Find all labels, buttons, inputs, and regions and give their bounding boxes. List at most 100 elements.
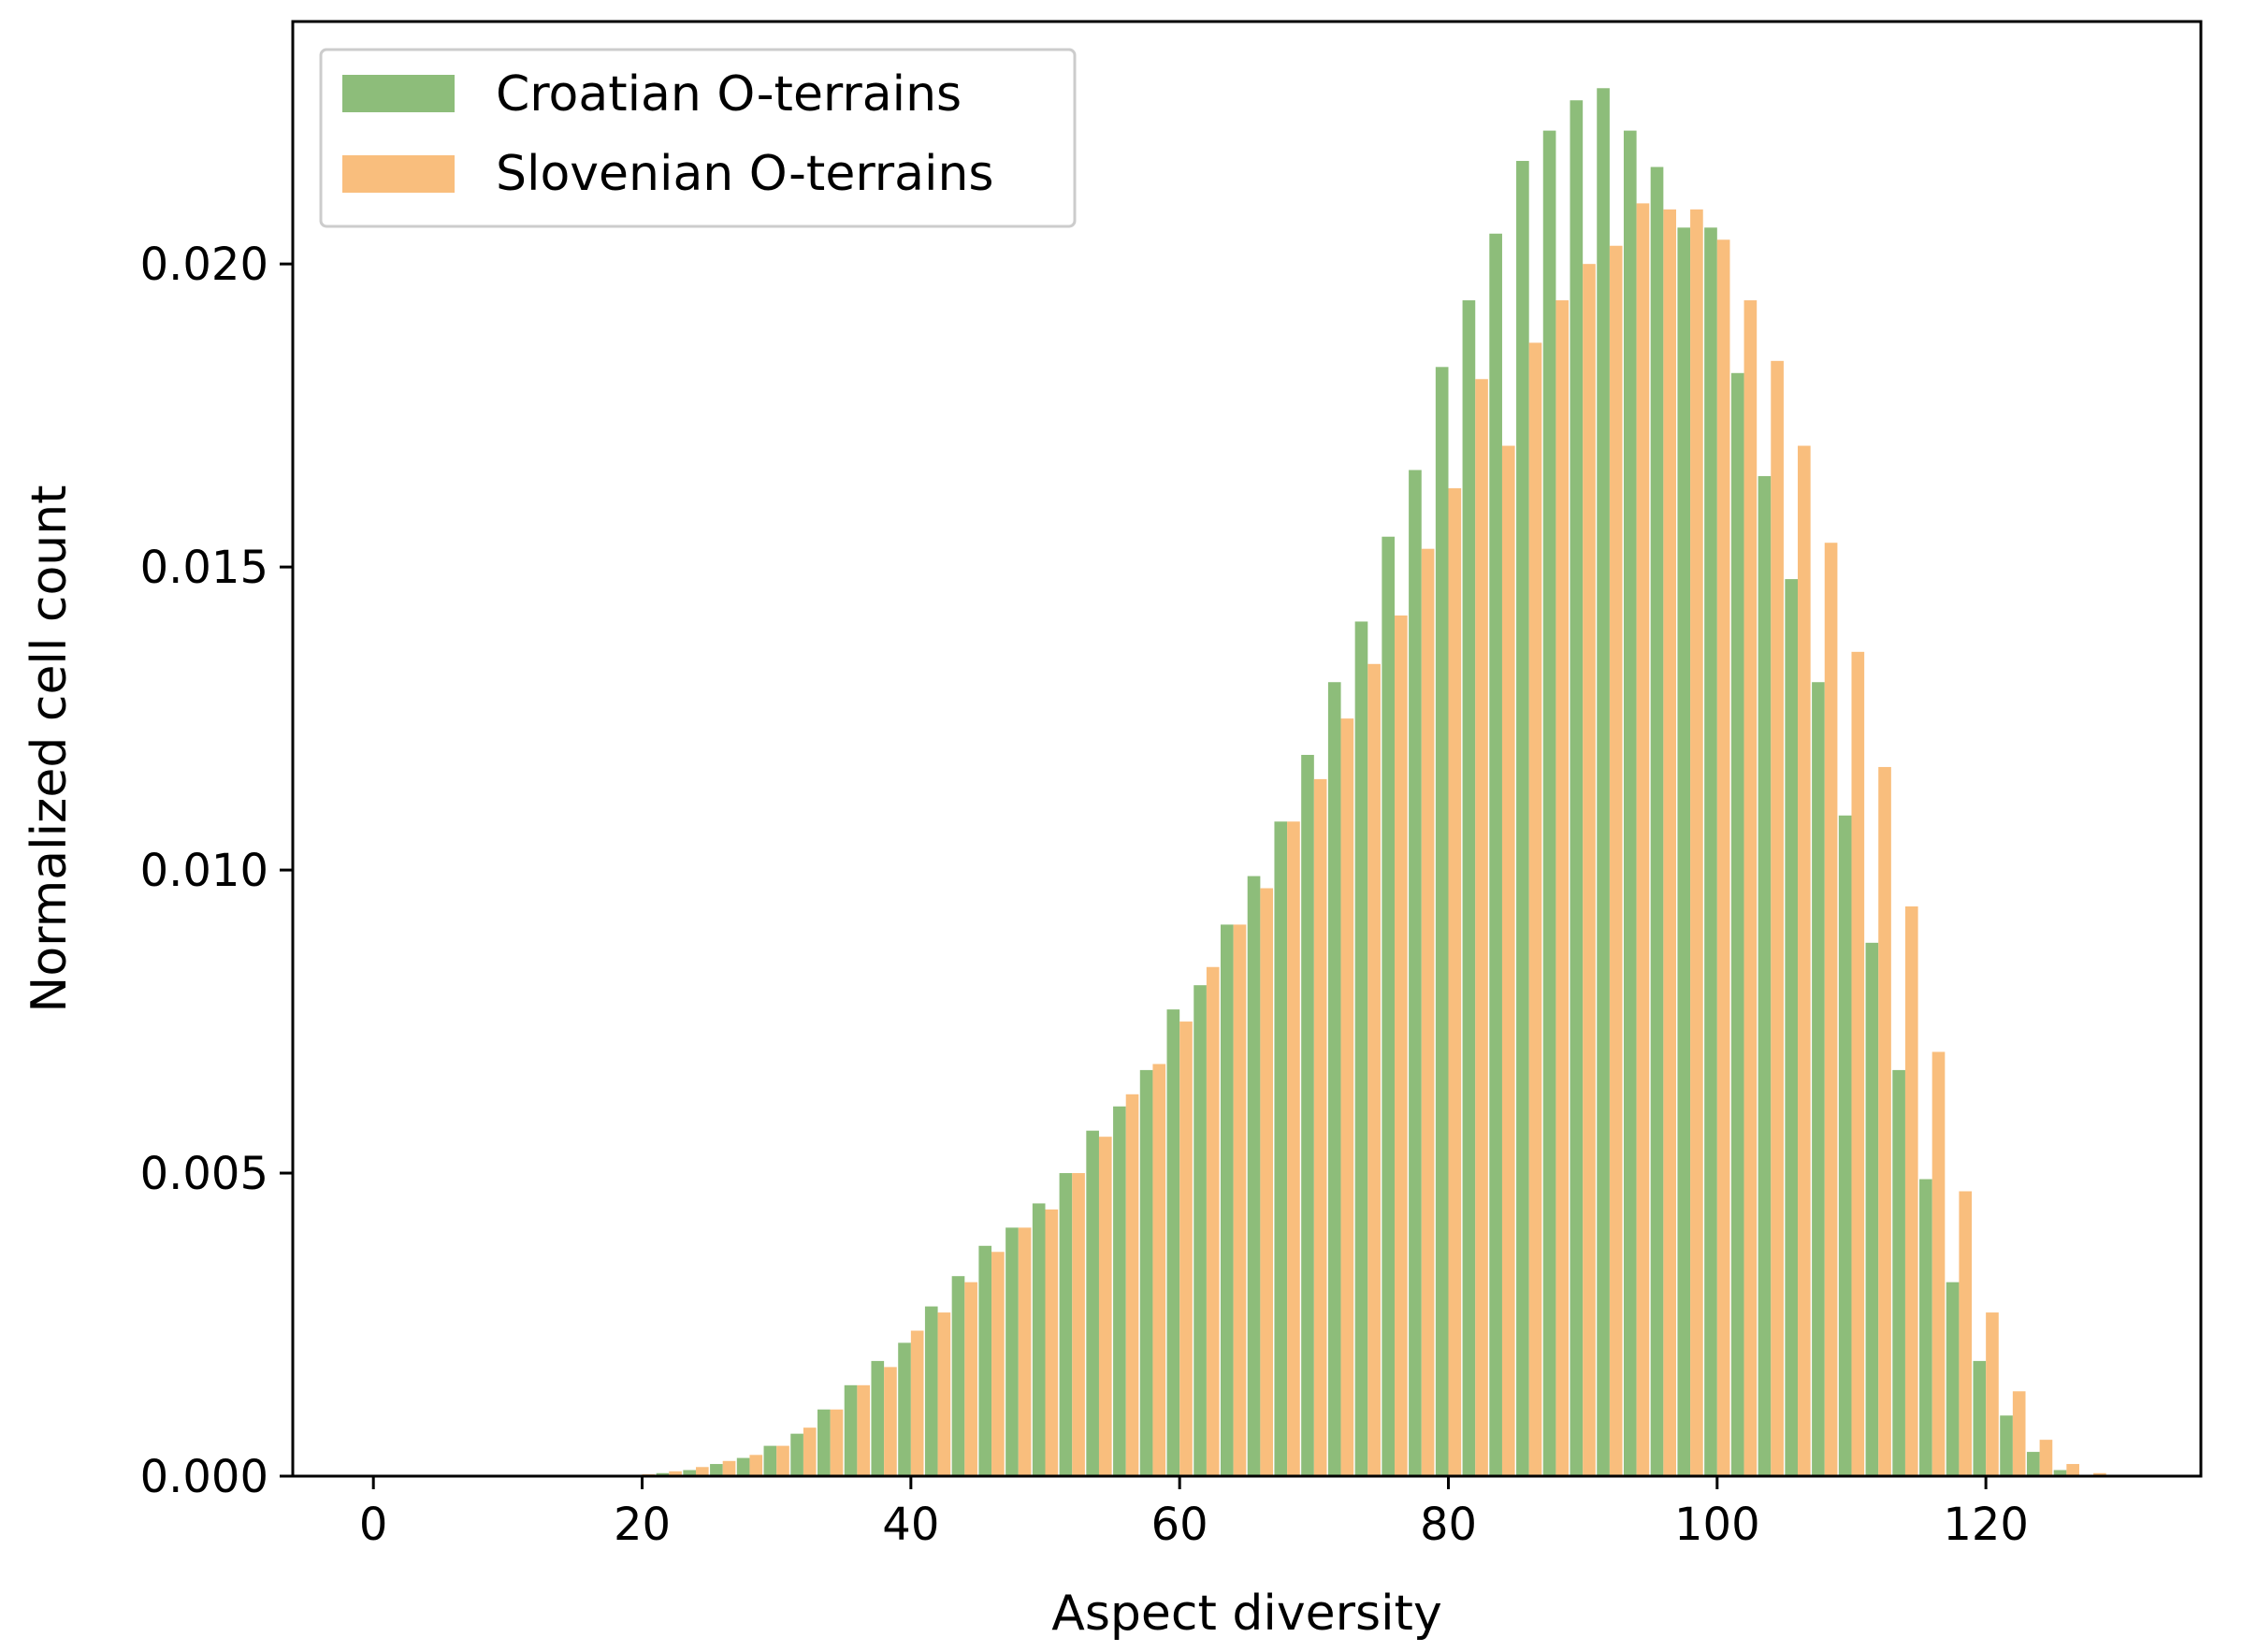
bar-slovenian-60	[1179, 1022, 1193, 1476]
x-tick-label-40: 40	[882, 1499, 939, 1551]
bar-croatian-62	[1194, 985, 1207, 1476]
bar-slovenian-104	[1771, 360, 1784, 1477]
bar-croatian-102	[1730, 372, 1744, 1476]
bar-croatian-90	[1570, 100, 1584, 1477]
x-axis-ticks: 0 20 40 60 80 100 120	[359, 1476, 2029, 1551]
bar-slovenian-42	[937, 1312, 951, 1476]
legend-box	[319, 48, 1077, 228]
bar-slovenian-100	[1716, 239, 1730, 1476]
bar-croatian-70	[1301, 754, 1314, 1476]
bar-croatian-94	[1623, 130, 1637, 1477]
y-tick-label-1: 0.005	[140, 1148, 268, 1200]
bar-croatian-74	[1354, 621, 1368, 1476]
bar-slovenian-30	[776, 1445, 789, 1476]
bar-slovenian-52	[1072, 1173, 1085, 1476]
legend-label-slovenian: Slovenian O-terrains	[496, 146, 994, 202]
bar-slovenian-48	[1018, 1227, 1032, 1476]
bar-slovenian-36	[857, 1384, 871, 1476]
bar-croatian-84	[1489, 233, 1502, 1476]
bar-croatian-28	[736, 1457, 750, 1476]
bar-slovenian-56	[1125, 1094, 1139, 1476]
bar-slovenian-64	[1233, 924, 1247, 1476]
bar-croatian-44	[951, 1276, 965, 1476]
bar-croatian-54	[1086, 1130, 1099, 1476]
x-tick-label-20: 20	[614, 1499, 671, 1551]
bar-croatian-42	[924, 1306, 938, 1476]
bar-croatian-66	[1247, 876, 1261, 1476]
y-tick-label-3: 0.015	[140, 542, 268, 594]
bar-croatian-116	[1919, 1179, 1932, 1476]
bar-slovenian-116	[1931, 1051, 1946, 1476]
bar-croatian-26	[710, 1464, 723, 1476]
bar-slovenian-98	[1690, 209, 1703, 1477]
bar-slovenian-86	[1528, 342, 1542, 1476]
bar-croatian-120	[1973, 1360, 1987, 1476]
bar-slovenian-22	[669, 1471, 682, 1476]
bar-croatian-38	[871, 1360, 885, 1476]
bar-slovenian-82	[1475, 379, 1488, 1476]
bar-slovenian-120	[1986, 1312, 1999, 1476]
bar-croatian-82	[1462, 300, 1476, 1476]
bar-slovenian-84	[1501, 445, 1515, 1476]
bar-croatian-86	[1516, 161, 1529, 1476]
bar-croatian-46	[978, 1245, 992, 1476]
bar-slovenian-50	[1045, 1209, 1059, 1476]
bar-croatian-68	[1274, 821, 1288, 1476]
x-tick-label-120: 120	[1943, 1499, 2029, 1551]
bar-croatian-60	[1166, 1009, 1180, 1476]
bar-slovenian-108	[1824, 543, 1838, 1476]
bar-croatian-114	[1892, 1069, 1905, 1476]
x-tick-label-100: 100	[1674, 1499, 1760, 1551]
bar-croatian-110	[1838, 815, 1852, 1476]
bar-slovenian-40	[910, 1330, 924, 1476]
bar-croatian-64	[1220, 924, 1234, 1476]
bar-croatian-80	[1435, 367, 1449, 1476]
bar-croatian-100	[1704, 227, 1717, 1476]
bar-croatian-122	[2000, 1415, 2013, 1476]
y-tick-label-4: 0.020	[140, 239, 268, 291]
bar-slovenian-96	[1663, 209, 1676, 1477]
bar-slovenian-34	[830, 1409, 844, 1476]
bar-slovenian-88	[1555, 300, 1570, 1476]
bar-croatian-92	[1597, 88, 1610, 1476]
bar-slovenian-54	[1098, 1137, 1112, 1476]
bar-slovenian-38	[884, 1367, 897, 1477]
x-tick-label-0: 0	[359, 1499, 388, 1551]
bar-slovenian-124	[2039, 1440, 2053, 1477]
bar-croatian-34	[817, 1409, 831, 1476]
legend-swatch-croatian	[342, 75, 455, 112]
bar-slovenian-110	[1851, 651, 1865, 1476]
bar-croatian-118	[1946, 1282, 1960, 1476]
bars-group	[629, 88, 2106, 1477]
bar-croatian-48	[1006, 1227, 1019, 1476]
bar-croatian-104	[1758, 475, 1772, 1477]
bar-croatian-78	[1409, 470, 1422, 1477]
bar-slovenian-78	[1421, 548, 1435, 1476]
bar-slovenian-46	[991, 1252, 1005, 1476]
bar-slovenian-94	[1636, 203, 1650, 1477]
bar-slovenian-80	[1448, 487, 1462, 1476]
bar-croatian-56	[1113, 1106, 1126, 1476]
bar-croatian-30	[763, 1445, 777, 1476]
bar-croatian-24	[683, 1470, 696, 1476]
bar-croatian-52	[1059, 1173, 1073, 1476]
bar-croatian-98	[1677, 227, 1691, 1476]
y-tick-label-2: 0.010	[140, 845, 268, 897]
bar-slovenian-122	[2012, 1391, 2026, 1476]
x-axis-label: Aspect diversity	[1051, 1586, 1441, 1642]
legend-label-croatian: Croatian O-terrains	[496, 66, 962, 123]
bar-slovenian-76	[1395, 615, 1408, 1476]
bar-croatian-32	[790, 1433, 803, 1476]
bar-croatian-22	[656, 1472, 670, 1476]
plot-frame	[291, 20, 2203, 1478]
y-tick-label-0: 0.000	[140, 1451, 268, 1503]
bar-slovenian-102	[1743, 300, 1758, 1476]
y-axis-ticks: 0.000 0.005 0.010 0.015 0.020	[140, 239, 293, 1503]
bar-croatian-76	[1382, 536, 1396, 1476]
bar-croatian-50	[1032, 1203, 1046, 1476]
bar-slovenian-70	[1313, 778, 1327, 1476]
bar-slovenian-62	[1206, 966, 1220, 1476]
x-tick-label-80: 80	[1420, 1499, 1477, 1551]
bar-slovenian-44	[964, 1282, 977, 1476]
